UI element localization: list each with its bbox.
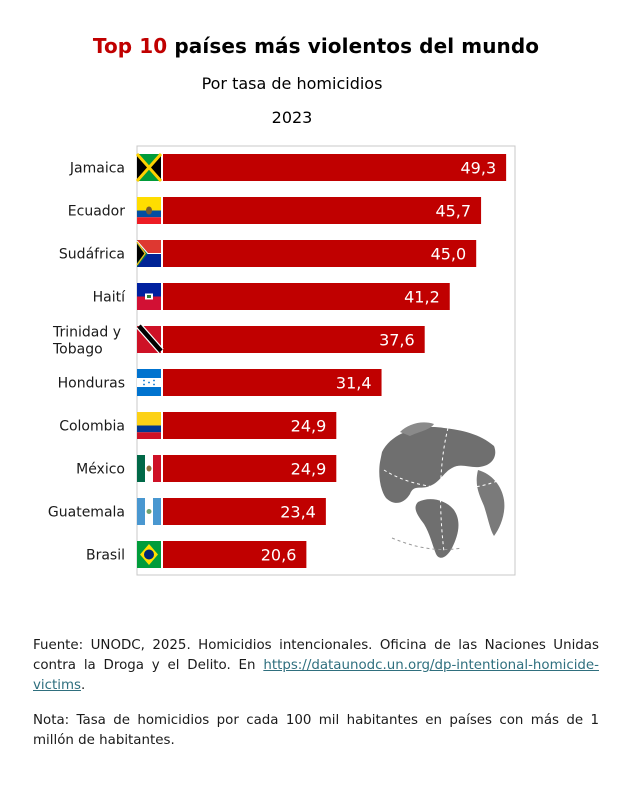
data-label: 24,9 — [291, 460, 327, 479]
flag-honduras-icon — [137, 369, 161, 396]
bar — [163, 326, 425, 353]
bar — [163, 455, 337, 482]
data-label: 45,7 — [435, 202, 471, 221]
bar — [163, 369, 382, 396]
data-label: 20,6 — [261, 546, 297, 565]
chart-year: 2023 — [271, 108, 313, 127]
flag-mexico-icon — [137, 455, 161, 482]
category-label: Sudáfrica — [59, 247, 125, 263]
source-end: . — [81, 678, 86, 693]
bar — [163, 541, 307, 568]
data-label: 45,0 — [431, 245, 467, 264]
category-label: Ecuador — [68, 204, 125, 220]
data-label: 37,6 — [379, 331, 415, 350]
category-label: Guatemala — [48, 505, 125, 521]
bar — [163, 240, 477, 267]
flag-colombia-icon — [137, 412, 161, 439]
globe-icon — [375, 422, 507, 558]
source-link[interactable]: https://dataunodc.un.org/dp-intentional-… — [33, 658, 599, 693]
category-label: Trinidad y Tobago — [52, 325, 121, 358]
note-text: Nota: Tasa de homicidios por cada 100 mi… — [33, 713, 599, 748]
category-label: Honduras — [58, 376, 125, 392]
title-highlight: Top 10 — [92, 34, 168, 58]
flag-south-africa-icon — [136, 240, 161, 267]
title-rest: países más violentos del mundo — [174, 34, 540, 58]
source-text: Fuente: UNODC, 2025. Homicidios intencio… — [33, 638, 599, 673]
data-label: 41,2 — [404, 288, 440, 307]
bar-chart: 49,3 Jamaica 45,7 Ecuador 45,0 Sudáfrica 41,2 H… — [48, 145, 516, 576]
flag-jamaica-icon — [135, 153, 163, 182]
category-label: México — [76, 462, 125, 478]
category-label: Haití — [93, 290, 126, 306]
flag-guatemala-icon — [137, 498, 161, 525]
flag-brazil-icon — [137, 541, 161, 568]
flag-ecuador-icon — [137, 197, 161, 224]
source-note: Fuente: UNODC, 2025. Homicidios intencio… — [33, 636, 599, 696]
bar — [163, 154, 507, 181]
category-label: Colombia — [59, 419, 125, 435]
chart-subtitle: Por tasa de homicidios — [201, 74, 383, 93]
data-label: 24,9 — [291, 417, 327, 436]
bar — [163, 498, 326, 525]
data-label: 23,4 — [280, 503, 316, 522]
category-label: Brasil — [86, 548, 125, 564]
category-label: Jamaica — [69, 161, 125, 177]
data-label: 49,3 — [461, 159, 497, 178]
bar — [163, 283, 450, 310]
data-label: 31,4 — [336, 374, 372, 393]
flag-trinidad-tobago-icon — [136, 323, 164, 354]
bar — [163, 412, 337, 439]
chart-title: Top 10 países más violentos del mundo — [0, 34, 632, 58]
bar — [163, 197, 482, 224]
flag-haiti-icon — [137, 283, 161, 310]
